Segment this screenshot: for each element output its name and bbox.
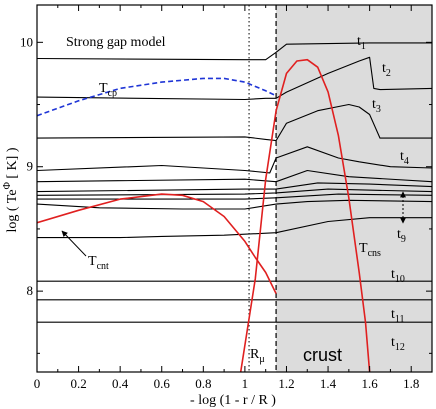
y-axis-title: log ( TeΦ [ K] ) bbox=[2, 147, 20, 232]
label-tcns: Tcns bbox=[359, 241, 381, 259]
label-t2: t2 bbox=[382, 61, 391, 79]
series-t3 bbox=[37, 103, 432, 142]
label-t1: t1 bbox=[357, 34, 366, 52]
x-tick-label: 1.4 bbox=[320, 376, 337, 391]
series-tcp bbox=[37, 77, 277, 117]
series-tcns bbox=[239, 58, 371, 372]
x-tick-label: 0.8 bbox=[195, 376, 211, 391]
x-tick-label: 1.8 bbox=[403, 376, 419, 391]
series-t9 bbox=[37, 217, 432, 239]
label-t10: t10 bbox=[391, 267, 405, 285]
x-tick-label: 0.4 bbox=[112, 376, 129, 391]
series-t8 bbox=[37, 193, 432, 200]
x-tick-label: 1.6 bbox=[362, 376, 379, 391]
crust-region bbox=[276, 5, 432, 372]
chart-title: Strong gap model bbox=[66, 35, 166, 50]
series-tcnt bbox=[37, 193, 277, 294]
ticks bbox=[36, 5, 433, 372]
crust-label: crust bbox=[303, 345, 342, 365]
label-t11: t11 bbox=[391, 307, 405, 325]
x-tick-label: 0.2 bbox=[70, 376, 86, 391]
y-tick-label: 10 bbox=[20, 34, 33, 49]
series-layer bbox=[37, 42, 432, 372]
plot-frame bbox=[36, 4, 433, 373]
label-t12: t12 bbox=[391, 335, 405, 353]
label-t4: t4 bbox=[400, 149, 409, 167]
tick-labels: 0 0.2 0.4 0.6 0.8 1 1.2 1.4 1.6 1.8 8 9 10 bbox=[20, 34, 419, 391]
x-tick-label: 0 bbox=[34, 376, 41, 391]
label-rmu: Rμ bbox=[250, 347, 265, 365]
vertical-markers bbox=[248, 5, 277, 372]
x-axis-title: - log (1 - r / R ) bbox=[190, 393, 276, 408]
y-tick-label: 8 bbox=[27, 283, 34, 298]
series-t4 bbox=[37, 146, 432, 174]
series-t8b bbox=[37, 199, 432, 210]
label-tcp: Tcp bbox=[99, 81, 117, 99]
y-tick-label: 9 bbox=[27, 159, 34, 174]
x-tick-label: 1.2 bbox=[278, 376, 294, 391]
tcnt-arrow bbox=[61, 230, 87, 257]
label-tcnt: Tcnt bbox=[88, 254, 109, 272]
label-t3: t3 bbox=[372, 97, 381, 115]
x-tick-label: 0.6 bbox=[154, 376, 171, 391]
x-tick-label: 1 bbox=[242, 376, 249, 391]
series-t6 bbox=[37, 182, 432, 193]
label-t9: t9 bbox=[397, 227, 406, 245]
series-t5 bbox=[37, 169, 432, 183]
series-t1 bbox=[37, 42, 432, 61]
series-t2 bbox=[37, 56, 432, 101]
